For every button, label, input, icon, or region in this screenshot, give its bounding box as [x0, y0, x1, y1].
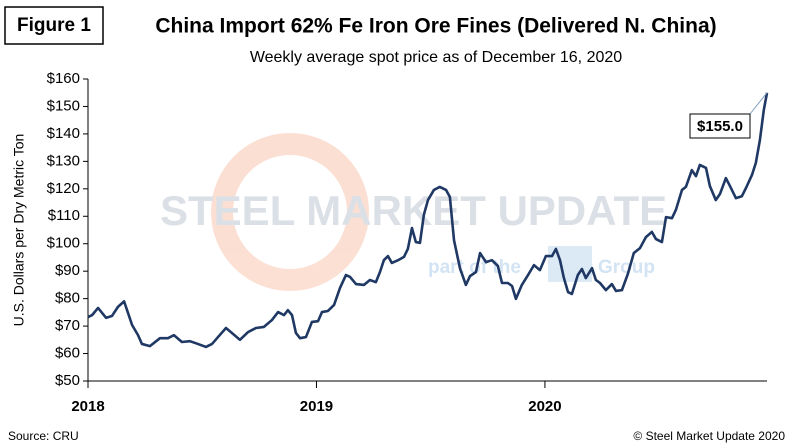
x-tick-label: 2018 — [71, 398, 104, 415]
y-tick-label: $130 — [47, 152, 80, 169]
source: Source: CRU — [8, 429, 79, 443]
chart-subtitle: Weekly average spot price as of December… — [250, 49, 622, 66]
y-tick-label: $70 — [55, 317, 80, 334]
watermark-text: Group — [598, 257, 655, 278]
y-tick-label: $160 — [47, 70, 80, 87]
y-tick-label: $110 — [48, 207, 80, 224]
y-tick-label: $150 — [47, 97, 80, 114]
annotation-box — [689, 113, 751, 139]
y-axis-label: U.S. Dollars per Dry Metric Ton — [11, 134, 27, 327]
watermark-logo — [211, 133, 369, 291]
figure-label: Figure 1 — [17, 15, 91, 36]
watermark-text: part of the — [428, 257, 521, 278]
y-tick-label: $80 — [55, 290, 80, 307]
y-tick-label: $60 — [55, 345, 80, 362]
annotation-leader — [749, 92, 768, 115]
chart-title: China Import 62% Fe Iron Ore Fines (Deli… — [155, 15, 716, 38]
x-tick-label: 2020 — [528, 398, 561, 415]
data-line — [87, 92, 769, 349]
y-tick-label: $120 — [47, 180, 80, 197]
watermark: STEEL MARKET UPDATE part of the Group — [160, 133, 667, 291]
x-tick-label: 2019 — [300, 398, 333, 415]
y-tick-label: $90 — [55, 262, 80, 279]
y-tick-label: $50 — [55, 372, 80, 389]
annotation-label: $155.0 — [697, 118, 743, 135]
figure-box — [4, 6, 104, 45]
y-tick-label: $100 — [47, 235, 80, 252]
y-tick-label: $140 — [47, 125, 80, 142]
copyright: © Steel Market Update 2020 — [633, 429, 785, 443]
watermark-text: STEEL MARKET UPDATE — [160, 187, 667, 234]
